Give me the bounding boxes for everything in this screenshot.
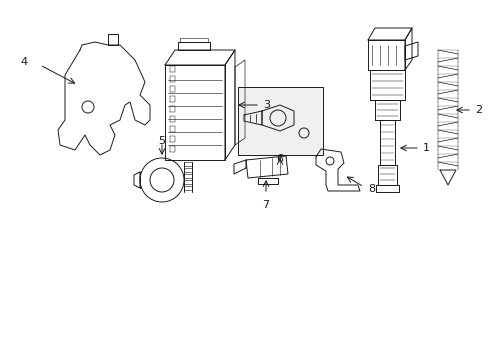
Text: 4: 4 xyxy=(21,57,28,67)
Text: 5: 5 xyxy=(158,136,165,146)
Bar xyxy=(238,87,323,155)
Text: 6: 6 xyxy=(276,154,283,164)
Text: 8: 8 xyxy=(367,184,374,194)
Text: 3: 3 xyxy=(263,100,269,110)
Text: 2: 2 xyxy=(474,105,481,115)
Text: 7: 7 xyxy=(262,200,269,210)
Text: 1: 1 xyxy=(422,143,429,153)
